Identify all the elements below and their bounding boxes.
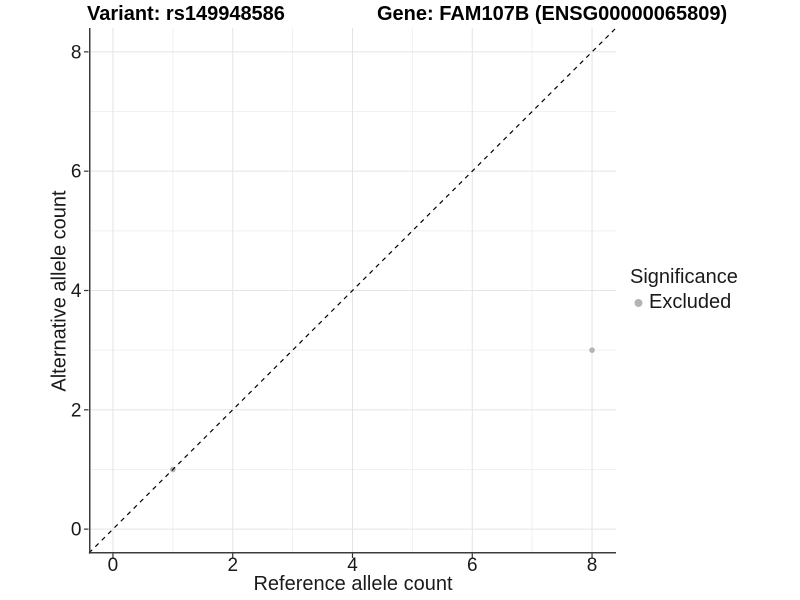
data-point	[589, 347, 595, 353]
legend-key-dot	[634, 299, 643, 307]
plot-panel: 0 2 4 6 8 0 2 4 6 8	[71, 27, 617, 576]
y-tick-label: 0	[71, 520, 82, 541]
x-tick-label: 8	[587, 555, 598, 576]
legend-item-label: Excluded	[649, 291, 732, 313]
x-axis-title: Reference allele count	[253, 573, 453, 595]
y-tick-label: 8	[71, 42, 82, 63]
legend: Significance Excluded	[630, 266, 738, 314]
identity-line	[88, 27, 617, 554]
y-tick-label: 4	[71, 281, 82, 302]
plot-title-gene: Gene: FAM107B (ENSG00000065809)	[377, 3, 728, 25]
x-tick-label: 0	[108, 555, 119, 576]
plot-title-variant: Variant: rs149948586	[87, 3, 285, 25]
legend-title: Significance	[630, 266, 738, 288]
y-tick-label: 2	[71, 400, 82, 421]
x-tick-label: 4	[347, 555, 358, 576]
legend-item-excluded: Excluded	[630, 291, 738, 314]
y-axis-title: Alternative allele count	[48, 190, 71, 392]
y-tick-label: 6	[71, 162, 82, 183]
legend-key	[634, 299, 643, 307]
x-tick-label: 6	[467, 555, 478, 576]
x-tick-label: 2	[227, 555, 238, 576]
